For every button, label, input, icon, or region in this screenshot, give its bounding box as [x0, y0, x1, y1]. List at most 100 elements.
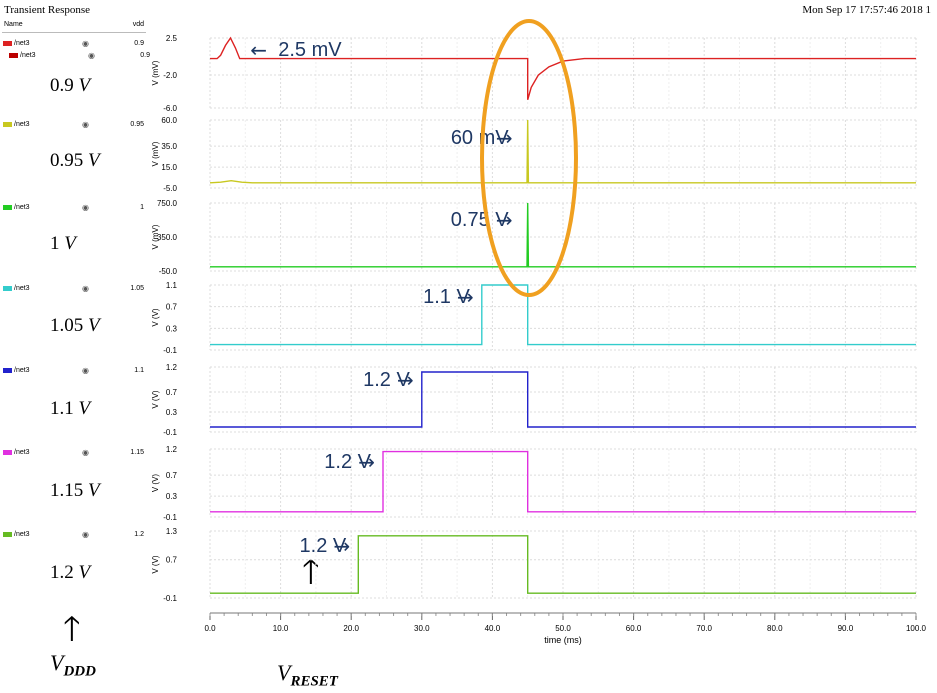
y-axis-label: V (mV) — [151, 60, 160, 85]
list-item[interactable]: /net3 ◉ 1.2 — [2, 530, 146, 542]
arrow-right-icon: → — [333, 534, 350, 558]
series-line — [209, 119, 916, 184]
y-tick-label: 15.0 — [161, 163, 177, 172]
value-annotation: 1.2 V — [324, 451, 371, 473]
eye-icon[interactable]: ◉ — [82, 448, 89, 457]
vreset-arrow-icon: 🡑 — [302, 552, 320, 592]
list-item[interactable]: /net3 ◉ 1.05 — [2, 284, 146, 296]
list-item[interactable]: /net3 ◉ 1.15 — [2, 448, 146, 460]
list-header: Name vdd — [2, 20, 146, 33]
value-annotation: 1.2 V — [363, 369, 410, 391]
value-annotation: 60 mV — [451, 127, 509, 149]
x-tick-label: 60.0 — [626, 624, 642, 633]
value-annotation: 2.5 mV — [278, 39, 342, 61]
x-tick-label: 20.0 — [343, 624, 359, 633]
vreset-label: VRESET — [277, 660, 338, 690]
vdd-value: 1.05 — [130, 285, 144, 292]
y-tick-label: 750.0 — [157, 199, 178, 208]
highlight-ellipse — [480, 19, 578, 297]
list-item[interactable]: /net3 ◉ 0.95 — [2, 120, 146, 132]
window-title: Transient Response — [4, 4, 91, 16]
y-tick-label: -0.1 — [163, 594, 177, 603]
value-annotation: 1.2 V — [300, 535, 347, 557]
eye-icon[interactable]: ◉ — [82, 530, 89, 539]
y-tick-label: 60.0 — [161, 116, 177, 125]
y-tick-label: 0.3 — [166, 408, 178, 417]
signal-name: /net3 — [14, 449, 30, 456]
arrow-right-icon: → — [496, 126, 513, 150]
y-axis-label: V (mV) — [151, 141, 160, 166]
y-tick-label: 2.5 — [166, 34, 178, 43]
y-tick-label: 0.7 — [166, 471, 178, 480]
y-tick-label: 0.7 — [166, 388, 178, 397]
color-swatch — [9, 53, 18, 58]
x-tick-label: 80.0 — [767, 624, 783, 633]
x-tick-label: 90.0 — [838, 624, 854, 633]
signal-name: /net3 — [14, 40, 30, 47]
color-swatch — [3, 41, 12, 46]
y-axis-label: V (V) — [151, 474, 160, 493]
color-swatch — [3, 368, 12, 373]
signal-name: /net3 — [14, 367, 30, 374]
list-item[interactable]: /net3 ◉ 0.9 — [8, 51, 152, 63]
series-line — [210, 36, 916, 100]
color-swatch — [3, 122, 12, 127]
signal-name: /net3 — [14, 531, 30, 538]
y-tick-label: -5.0 — [163, 184, 177, 193]
eye-icon[interactable]: ◉ — [82, 284, 89, 293]
y-tick-label: 350.0 — [157, 233, 178, 242]
color-swatch — [3, 205, 12, 210]
vdd-value: 0.95 — [130, 121, 144, 128]
vdd-label: 1.2 V — [50, 562, 91, 583]
series-line — [210, 202, 916, 268]
col-name: Name — [4, 21, 23, 28]
signal-name: /net3 — [14, 285, 30, 292]
color-swatch — [3, 450, 12, 455]
col-vdd: vdd — [132, 21, 144, 28]
y-axis-label: V (V) — [151, 555, 160, 574]
y-tick-label: -2.0 — [163, 71, 177, 80]
list-item[interactable]: /net3 ◉ 1 — [2, 203, 146, 215]
y-tick-label: -0.1 — [163, 428, 177, 437]
timestamp: Mon Sep 17 17:57:46 2018 1 — [802, 4, 931, 16]
x-tick-label: 100.0 — [906, 624, 927, 633]
value-annotation: 1.1 V — [423, 286, 470, 308]
y-axis-label: V (mV) — [151, 224, 160, 249]
arrow-right-icon: → — [397, 368, 414, 392]
x-tick-label: 40.0 — [485, 624, 501, 633]
vdd-label: 0.9 V — [50, 75, 91, 96]
vdd-value: 1.1 — [134, 367, 144, 374]
eye-icon[interactable]: ◉ — [88, 51, 95, 60]
eye-icon[interactable]: ◉ — [82, 39, 89, 48]
y-axis-label: V (V) — [151, 308, 160, 327]
y-tick-label: 1.2 — [166, 445, 178, 454]
eye-icon[interactable]: ◉ — [82, 120, 89, 129]
series-line — [210, 284, 916, 346]
y-tick-label: 0.3 — [166, 492, 178, 501]
color-swatch — [3, 532, 12, 537]
vdd-value: 0.9 — [134, 40, 144, 47]
arrow-right-icon: → — [358, 450, 375, 474]
arrow-right-icon: → — [496, 208, 513, 232]
x-tick-label: 50.0 — [555, 624, 571, 633]
y-axis-label: V (V) — [151, 390, 160, 409]
vdd-value: 1.2 — [134, 531, 144, 538]
vdd-value: 1.15 — [130, 449, 144, 456]
y-tick-label: -6.0 — [163, 104, 177, 113]
vddd-label: VDDD — [50, 650, 96, 680]
y-tick-label: -0.1 — [163, 346, 177, 355]
eye-icon[interactable]: ◉ — [82, 203, 89, 212]
series-line — [210, 450, 916, 513]
vdd-label: 1.15 V — [50, 480, 100, 501]
vddd-sub: DDD — [63, 663, 96, 680]
eye-icon[interactable]: ◉ — [82, 366, 89, 375]
vdd-label: 1.1 V — [50, 398, 91, 419]
vdd-label: 1.05 V — [50, 315, 100, 336]
x-tick-label: 10.0 — [273, 624, 289, 633]
list-item[interactable]: /net3 ◉ 0.9 — [2, 39, 146, 51]
y-tick-label: 0.7 — [166, 556, 178, 565]
vddd-base: V — [50, 650, 64, 675]
vdd-label: 0.95 V — [50, 150, 100, 171]
list-item[interactable]: /net3 ◉ 1.1 — [2, 366, 146, 378]
vddd-arrow-icon: 🡑 — [63, 609, 81, 649]
